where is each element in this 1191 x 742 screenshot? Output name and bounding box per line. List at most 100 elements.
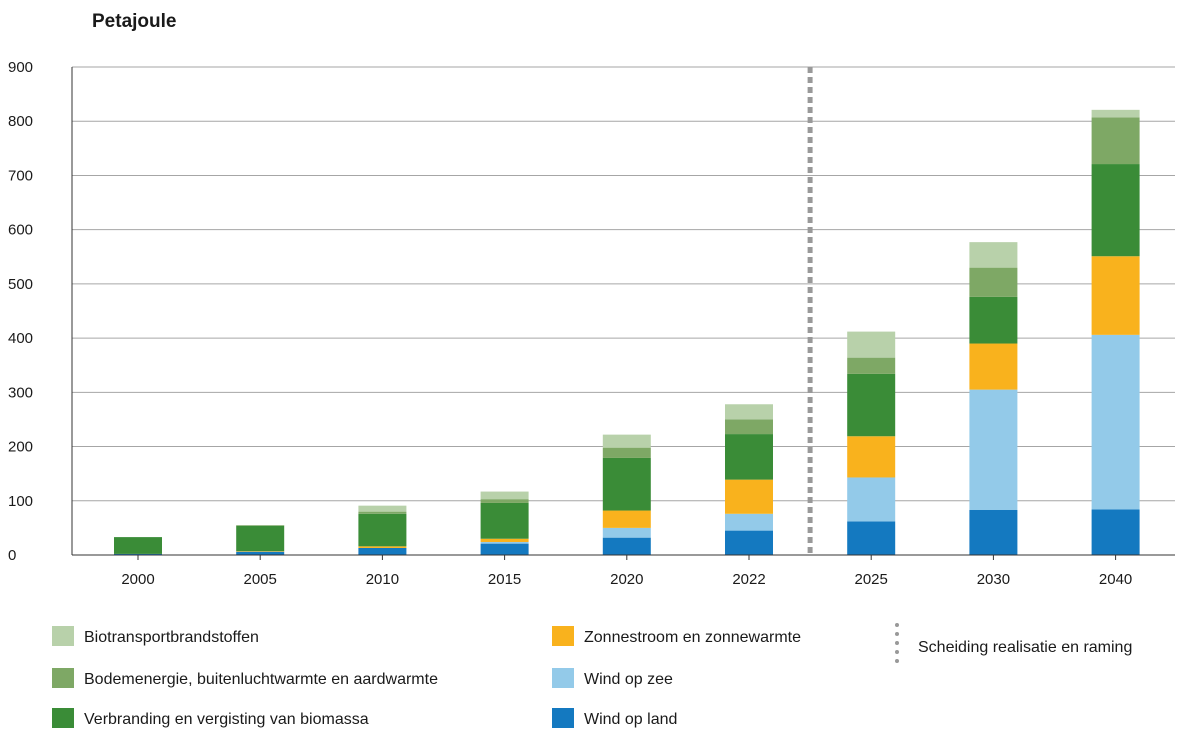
x-tick-label: 2020 <box>610 571 643 588</box>
bar-segment <box>602 510 651 528</box>
x-tick-label: 2010 <box>366 571 399 588</box>
y-tick-label: 100 <box>8 493 33 510</box>
bar-stack-2005 <box>236 525 285 555</box>
bar-stack-2040 <box>1091 109 1140 555</box>
bar-stack-2010 <box>358 505 407 555</box>
divider-legend-dot <box>895 650 899 654</box>
legend-label: Biotransportbrandstoffen <box>84 629 259 646</box>
bar-stack-2022 <box>725 404 773 555</box>
bar-segment <box>847 477 896 522</box>
y-tick-label: 500 <box>8 276 33 293</box>
bar-segment <box>602 447 651 458</box>
x-tick-label: 2025 <box>855 571 888 588</box>
legend-item: Biotransportbrandstoffen <box>52 626 259 646</box>
bar-segment <box>602 537 651 555</box>
x-tick-label: 2015 <box>488 571 521 588</box>
legend-item: Bodemenergie, buitenluchtwarmte en aardw… <box>52 668 438 688</box>
bar-segment <box>602 527 651 538</box>
bar-segment <box>725 479 773 514</box>
bar-segment <box>236 551 285 552</box>
legend-item: Zonnestroom en zonnewarmte <box>552 626 801 646</box>
bar-segment <box>847 521 896 555</box>
legend-label: Zonnestroom en zonnewarmte <box>584 629 801 646</box>
bar-segment <box>847 331 896 358</box>
y-tick-label: 800 <box>8 113 33 130</box>
y-tick-label: 600 <box>8 222 33 239</box>
bar-segment <box>969 242 1018 268</box>
bar-segment <box>847 436 896 478</box>
bar-segment <box>725 404 773 420</box>
bar-segment <box>480 538 529 542</box>
bar-segment <box>114 553 162 555</box>
divider-legend-dot <box>895 623 899 627</box>
x-tick-label: 2040 <box>1099 571 1132 588</box>
y-tick-label: 300 <box>8 384 33 401</box>
divider-legend-dot <box>895 632 899 636</box>
x-tick-label: 2030 <box>977 571 1010 588</box>
legend-swatch <box>52 626 74 646</box>
bar-segment <box>480 499 529 503</box>
x-tick-label: 2022 <box>732 571 765 588</box>
bar-segment <box>358 511 407 514</box>
bar-segment <box>236 525 285 552</box>
bar-segment <box>114 537 162 554</box>
legend-label: Scheiding realisatie en raming <box>918 639 1132 656</box>
bar-segment <box>1091 164 1140 257</box>
divider-legend-dot <box>895 659 899 663</box>
divider-legend-dot <box>895 641 899 645</box>
bar-stack-2030 <box>969 242 1018 555</box>
gridlines <box>72 66 1175 502</box>
bar-segment <box>1091 334 1140 510</box>
y-tick-label: 400 <box>8 330 33 347</box>
bar-segment <box>847 357 896 374</box>
bar-stack-2025 <box>847 331 896 555</box>
bar-segment <box>358 546 407 548</box>
legend-swatch <box>552 668 574 688</box>
bar-segment <box>847 373 896 437</box>
bar-segment <box>969 389 1018 510</box>
bar-segment <box>480 541 529 544</box>
bar-segment <box>602 434 651 448</box>
x-tick-label: 2005 <box>244 571 277 588</box>
legend-item: Verbranding en vergisting van biomassa <box>52 708 369 728</box>
bar-segment <box>236 525 285 526</box>
bar-segment <box>1091 256 1140 335</box>
bar-segment <box>236 551 285 555</box>
bar-segment <box>480 543 529 555</box>
legend: Biotransportbrandstoffen Bodemenergie, bu… <box>52 623 1132 728</box>
bar-segment <box>1091 509 1140 555</box>
y-tick-label: 0 <box>8 547 16 564</box>
legend-label: Wind op land <box>584 711 677 728</box>
bar-segment <box>480 502 529 539</box>
legend-label: Bodemenergie, buitenluchtwarmte en aardw… <box>84 671 438 688</box>
legend-swatch <box>552 708 574 728</box>
unit-title: Petajoule <box>92 11 176 32</box>
legend-label: Verbranding en vergisting van biomassa <box>84 711 369 728</box>
bar-segment <box>358 547 407 555</box>
axes: 0 100 200 300 400 500 600 700 800 900 2000 2005 2010… <box>8 59 1175 588</box>
bar-segment <box>725 513 773 531</box>
bar-segment <box>969 296 1018 344</box>
bar-segment <box>1091 117 1140 165</box>
bar-segment <box>969 267 1018 297</box>
legend-item: Wind op zee <box>552 668 673 688</box>
legend-label: Wind op zee <box>584 671 673 688</box>
bar-segment <box>725 419 773 435</box>
bar-segment <box>725 434 773 480</box>
bar-segment <box>602 457 651 511</box>
legend-swatch <box>52 708 74 728</box>
x-tick-label: 2000 <box>121 571 154 588</box>
bar-stack-2020 <box>602 434 651 555</box>
bar-segment <box>969 509 1018 555</box>
legend-item: Wind op land <box>552 708 677 728</box>
y-tick-label: 900 <box>8 59 33 76</box>
bar-segment <box>358 513 407 547</box>
legend-swatch <box>552 626 574 646</box>
legend-item-divider: Scheiding realisatie en raming <box>895 623 1132 663</box>
bar-segment <box>1091 109 1140 118</box>
y-tick-label: 700 <box>8 167 33 184</box>
bar-segment <box>480 491 529 500</box>
bar-stack-2000 <box>114 537 162 555</box>
